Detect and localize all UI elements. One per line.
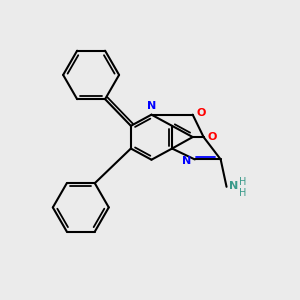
Text: O: O (207, 132, 217, 142)
Text: O: O (196, 108, 206, 118)
Text: H: H (239, 176, 246, 187)
Text: N: N (182, 156, 191, 166)
Text: N: N (147, 100, 156, 110)
Text: N: N (229, 181, 238, 191)
Text: H: H (239, 188, 246, 198)
